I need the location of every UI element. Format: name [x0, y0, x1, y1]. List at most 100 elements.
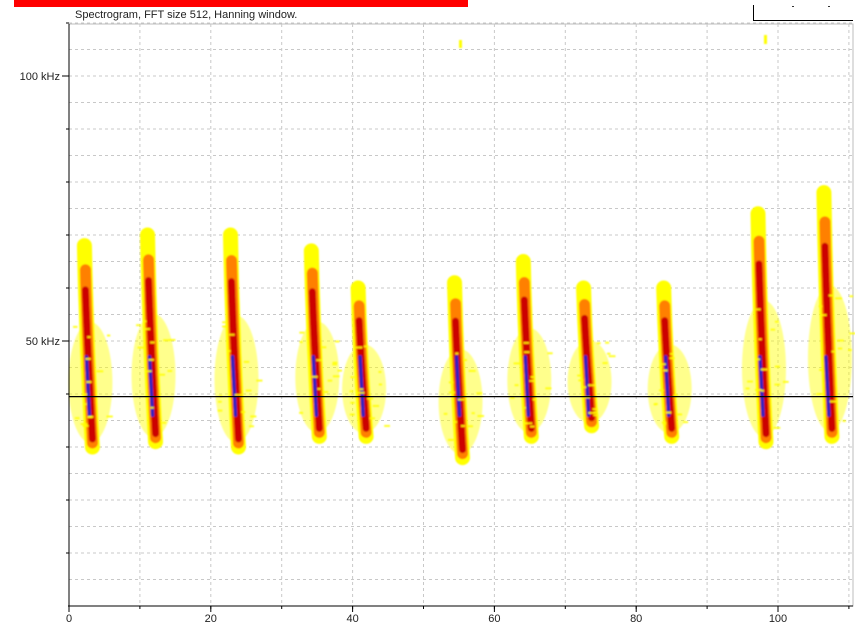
call-speckle	[245, 389, 252, 392]
call-speckle	[222, 325, 228, 328]
call-speckle	[369, 417, 375, 420]
call-speckle	[384, 424, 390, 427]
call-speckle	[593, 414, 599, 417]
call-speckle	[530, 376, 534, 379]
call-speckle	[299, 331, 305, 334]
call-speckle	[658, 389, 664, 392]
corner-indicator	[753, 5, 853, 21]
call-speckle	[770, 328, 776, 331]
call-speckle	[150, 406, 154, 409]
call-speckle	[82, 393, 88, 396]
call-speckle	[322, 390, 329, 393]
call-1	[68, 238, 113, 455]
call-speckle	[547, 352, 553, 355]
call-speckle	[842, 419, 846, 422]
call-speckle	[522, 406, 526, 409]
call-speckle	[593, 411, 597, 414]
call-speckle	[227, 350, 231, 353]
call-10	[741, 206, 789, 450]
call-speckle	[532, 398, 537, 401]
call-speckle	[602, 362, 608, 365]
call-speckle	[529, 379, 535, 382]
call-speckle	[299, 341, 303, 344]
call-core-blue	[147, 355, 155, 417]
corner-dot	[792, 6, 794, 7]
call-speckle	[760, 368, 768, 371]
call-speckle	[136, 324, 141, 327]
call-11	[807, 185, 855, 444]
call-speckle	[755, 388, 762, 391]
call-speckle	[334, 340, 340, 343]
call-speckle	[747, 380, 753, 383]
call-speckle	[774, 320, 779, 323]
corner-dot	[828, 6, 830, 7]
call-speckle	[317, 387, 321, 390]
call-speckle	[588, 411, 596, 414]
call-speckle	[143, 328, 151, 331]
call-speckle	[661, 421, 667, 424]
call-speckle	[835, 297, 842, 300]
chart-title: Spectrogram, FFT size 512, Hanning windo…	[75, 9, 298, 21]
call-speckle	[605, 341, 610, 344]
call-core-blue	[84, 355, 92, 417]
call-speckle	[461, 424, 466, 427]
call-2	[131, 227, 176, 450]
call-speckle	[849, 332, 855, 335]
call-speckle	[337, 369, 343, 372]
call-speckle	[529, 425, 535, 428]
call-speckle	[167, 369, 173, 372]
call-speckle	[163, 339, 170, 342]
x-tick-label: 100	[769, 613, 787, 623]
call-speckle	[217, 409, 223, 412]
call-speckle	[669, 352, 673, 355]
call-speckle	[349, 413, 355, 416]
call-speckle	[80, 423, 88, 426]
call-speckle	[676, 413, 683, 416]
call-speckle	[588, 384, 595, 387]
call-speckle	[782, 380, 789, 383]
call-layer	[68, 35, 855, 466]
x-tick-label: 20	[205, 613, 217, 623]
call-speckle	[513, 362, 521, 365]
call-speckle	[88, 415, 94, 418]
call-core-blue	[523, 355, 531, 417]
call-band-red	[145, 276, 160, 438]
call-speckle	[332, 363, 338, 366]
call-speckle	[327, 379, 333, 382]
call-speckle	[774, 365, 780, 368]
call-speckle	[819, 368, 823, 371]
call-speckle	[662, 423, 667, 426]
call-speckle	[148, 358, 155, 361]
call-core-blue	[824, 355, 831, 417]
call-speckle	[758, 338, 762, 341]
call-speckle	[332, 375, 340, 378]
call-speckle	[514, 384, 519, 387]
call-speckle	[106, 415, 113, 418]
stray-pixel	[764, 35, 767, 44]
call-speckle	[443, 412, 448, 415]
call-speckle	[74, 417, 80, 420]
call-speckle	[607, 352, 611, 355]
call-speckle	[378, 370, 382, 373]
call-speckle	[837, 347, 843, 350]
call-speckle	[828, 294, 834, 297]
call-speckle	[471, 412, 475, 415]
call-speckle	[146, 370, 152, 373]
call-speckle	[256, 379, 263, 382]
call-4	[295, 243, 343, 444]
call-9	[647, 280, 692, 444]
call-speckle	[848, 349, 852, 352]
x-tick-label: 80	[630, 613, 642, 623]
call-speckle	[321, 346, 327, 349]
axes: 0 20 40 60 80 100 50 kHz 100 kHz	[20, 22, 853, 623]
call-speckle	[150, 341, 155, 344]
x-tick-label: 0	[66, 613, 72, 623]
call-speckle	[467, 425, 473, 428]
call-band-red	[520, 296, 535, 432]
call-core-blue	[358, 355, 365, 417]
call-speckle	[477, 415, 485, 418]
call-speckle	[359, 388, 364, 391]
call-speckle	[447, 438, 454, 441]
call-speckle	[774, 383, 781, 386]
